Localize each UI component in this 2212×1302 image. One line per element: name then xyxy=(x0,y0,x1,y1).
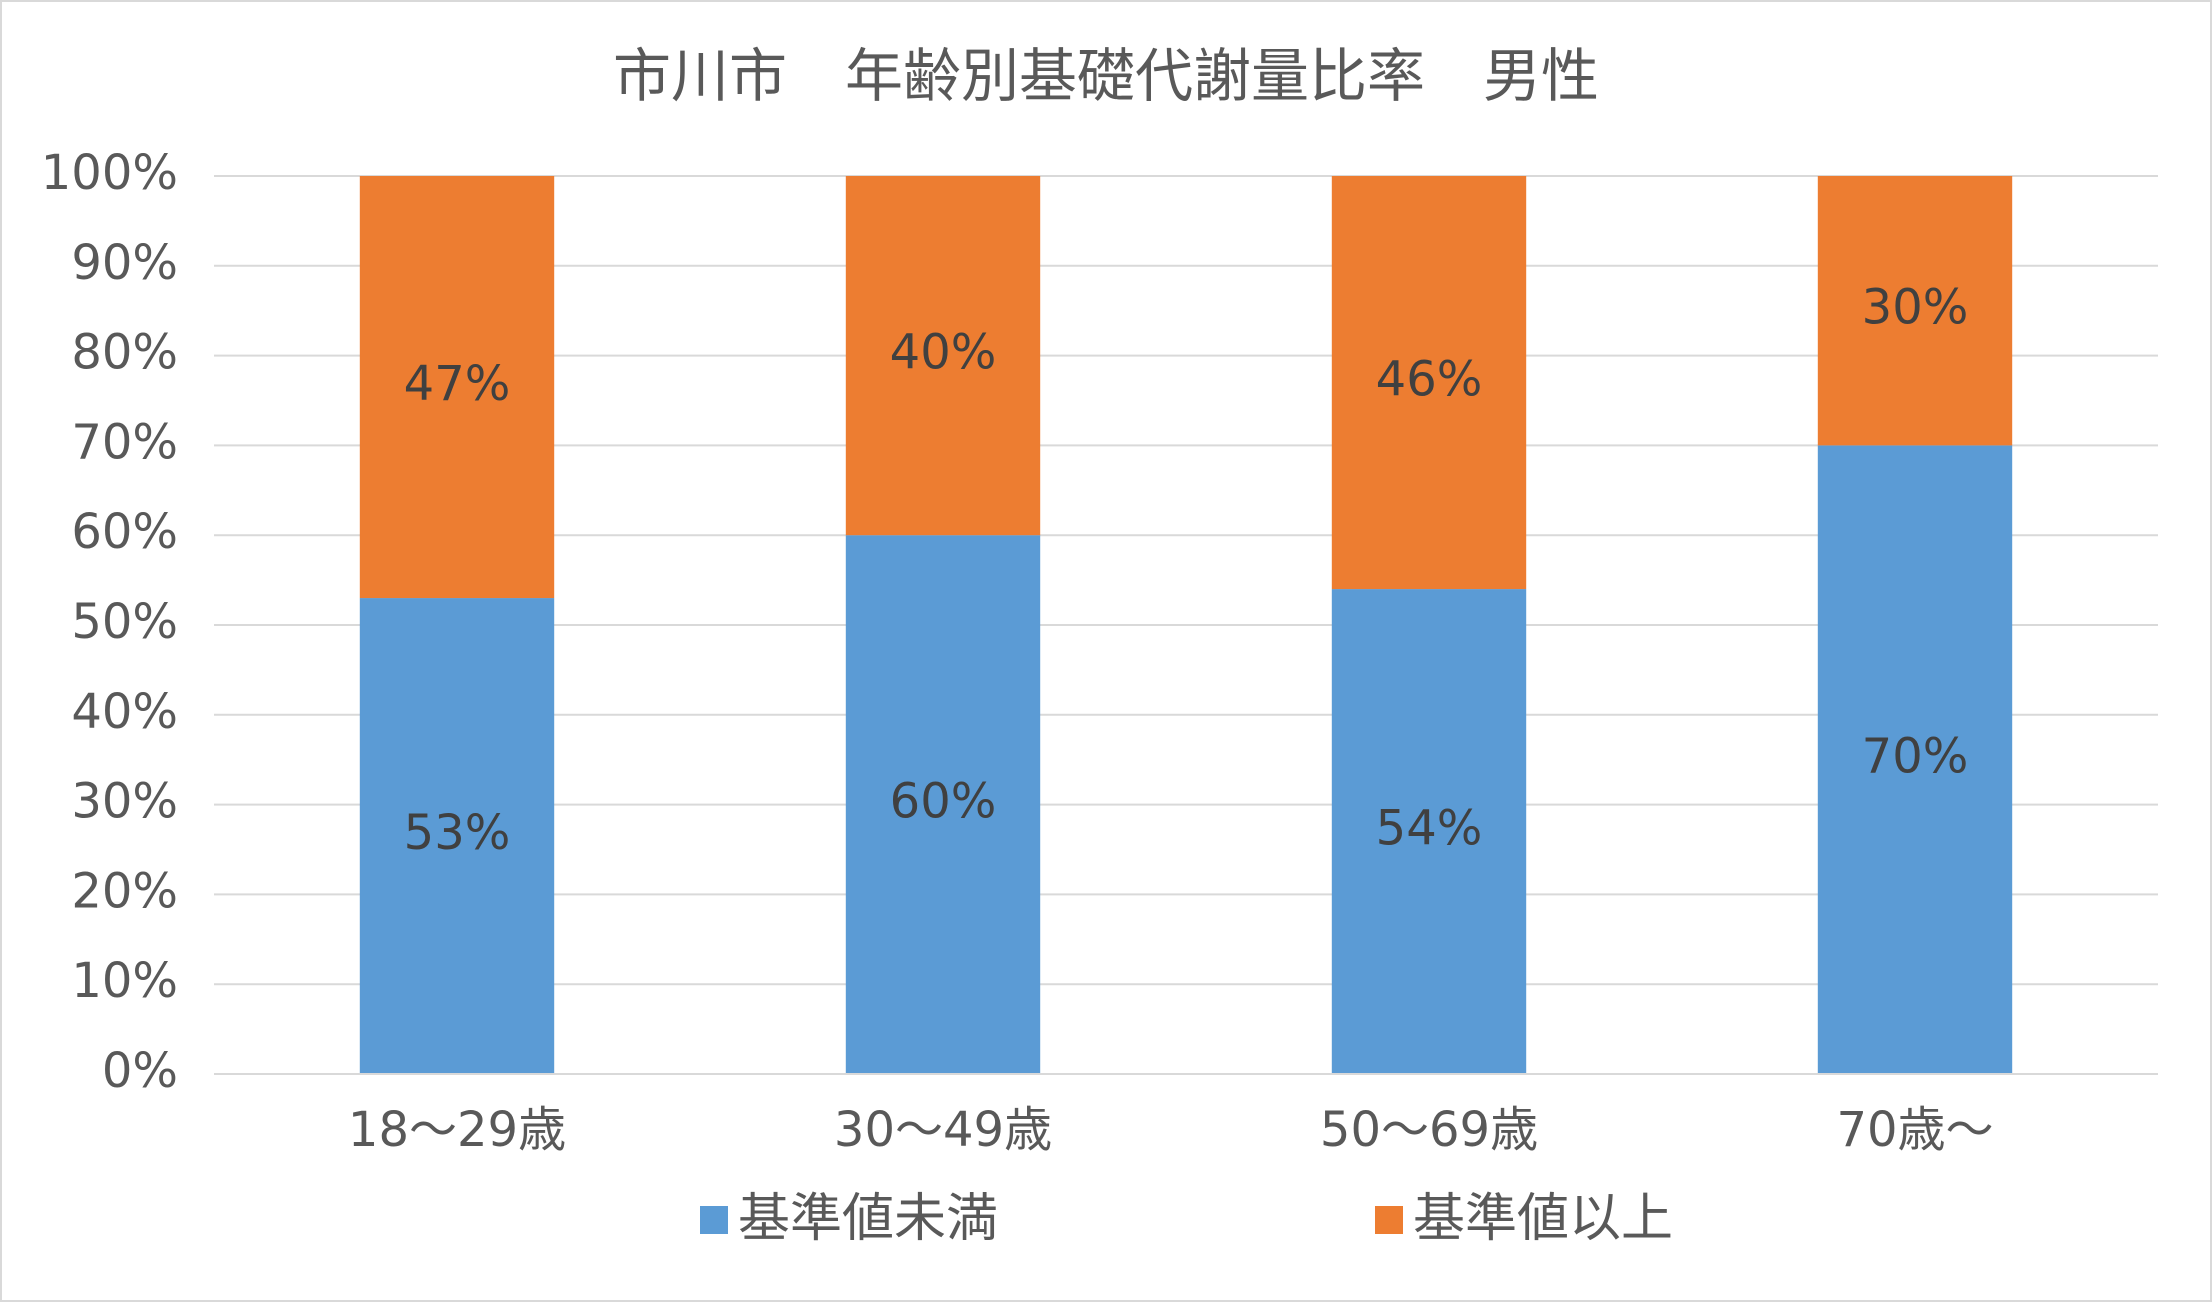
data-label: 40% xyxy=(890,325,997,381)
legend-label: 基準値以上 xyxy=(1413,1189,1673,1249)
y-tick-label: 90% xyxy=(71,235,178,291)
y-tick-label: 20% xyxy=(71,863,178,919)
y-tick-label: 50% xyxy=(71,594,178,650)
bar-segment xyxy=(1331,176,1527,590)
data-label: 46% xyxy=(1376,352,1483,408)
data-label: 30% xyxy=(1862,280,1969,336)
y-tick-label: 30% xyxy=(71,774,178,830)
bar-segment xyxy=(359,598,555,1074)
y-tick-label: 100% xyxy=(41,145,178,201)
bar-segment xyxy=(1817,176,2013,446)
y-tick-label: 70% xyxy=(71,414,178,470)
bar-segment xyxy=(359,176,555,599)
y-tick-label: 80% xyxy=(71,325,178,381)
legend-swatch xyxy=(1375,1206,1403,1234)
y-tick-label: 60% xyxy=(71,504,178,560)
x-tick-label: 50～69歳 xyxy=(1320,1102,1538,1158)
data-label: 54% xyxy=(1376,801,1483,857)
bar-segment xyxy=(1817,445,2013,1074)
data-label: 70% xyxy=(1862,729,1969,785)
legend-swatch xyxy=(700,1206,728,1234)
data-label: 53% xyxy=(404,805,511,861)
x-tick-label: 30～49歳 xyxy=(834,1102,1052,1158)
data-label: 60% xyxy=(890,774,997,830)
data-label: 47% xyxy=(404,356,511,412)
bar-segment xyxy=(845,176,1041,536)
legend-label: 基準値未満 xyxy=(738,1189,998,1249)
bar-segment xyxy=(1331,589,1527,1074)
chart-title: 市川市 年齢別基礎代謝量比率 男性 xyxy=(613,42,1599,110)
x-tick-label: 70歳～ xyxy=(1836,1102,1993,1158)
y-tick-label: 10% xyxy=(71,953,178,1009)
x-tick-label: 18～29歳 xyxy=(348,1102,566,1158)
bar-segment xyxy=(845,535,1041,1074)
y-tick-label: 0% xyxy=(102,1043,178,1099)
y-tick-label: 40% xyxy=(71,684,178,740)
